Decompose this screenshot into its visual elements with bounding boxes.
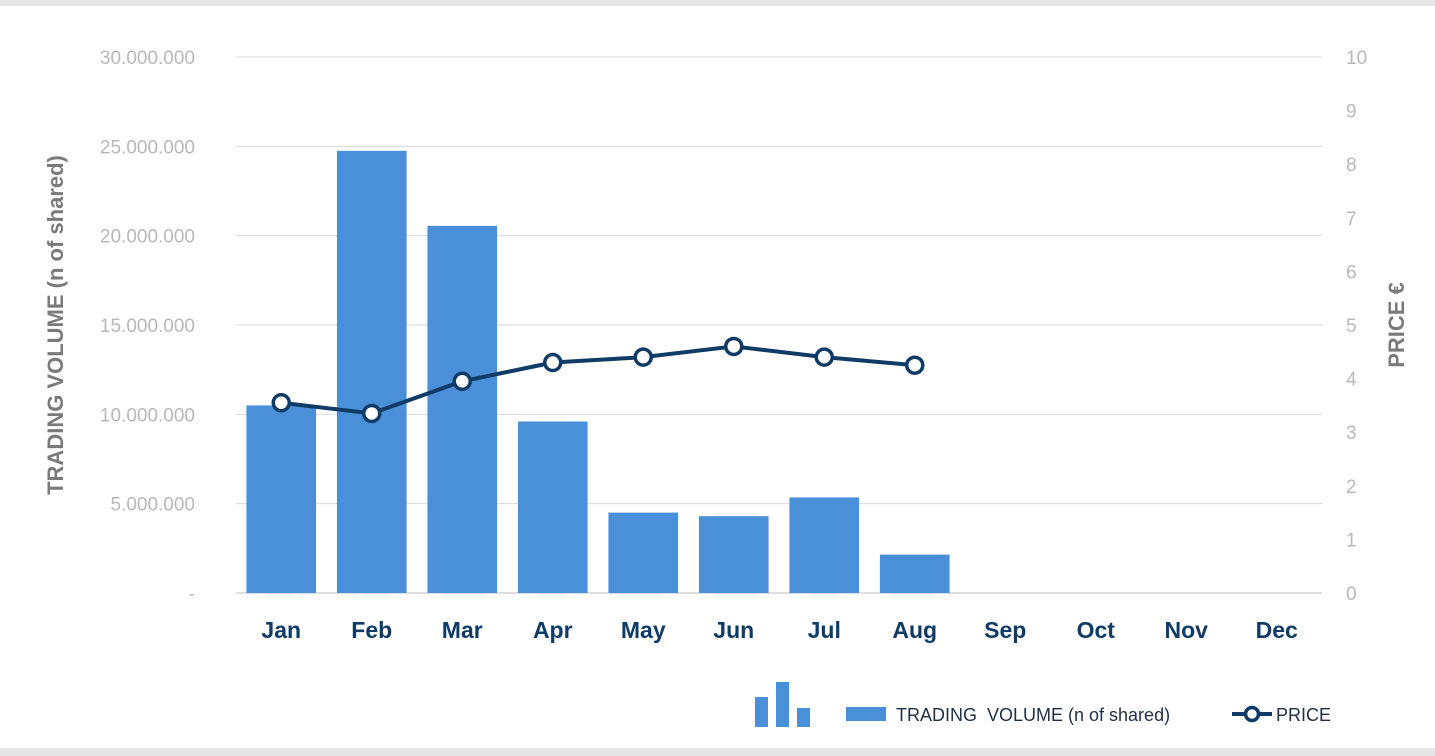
- x-tick-label: Aug: [892, 617, 937, 643]
- price-point: [271, 392, 291, 413]
- price-point: [452, 371, 472, 392]
- x-tick-label: Jun: [713, 617, 754, 643]
- volume-bar: [789, 497, 860, 593]
- right-tick-label: 3: [1346, 423, 1357, 444]
- volume-bar: [517, 421, 588, 593]
- right-tick-label: 7: [1346, 209, 1357, 230]
- volume-bar: [698, 516, 769, 593]
- left-tick-label: 15.000.000: [100, 316, 195, 337]
- gridlines: [236, 56, 1322, 594]
- price-point: [362, 403, 382, 424]
- left-axis-title: TRADING VOLUME (n of shared): [43, 155, 68, 495]
- volume-bar: [427, 225, 498, 593]
- left-tick-label: -: [189, 584, 195, 605]
- right-tick-label: 4: [1346, 370, 1357, 391]
- price-point: [543, 352, 563, 373]
- right-tick-label: 10: [1346, 48, 1367, 69]
- left-axis-ticks: - 5.000.000 10.000.000 15.000.000 20.000.000…: [100, 48, 195, 605]
- left-tick-label: 5.000.000: [110, 495, 195, 516]
- right-tick-label: 2: [1346, 477, 1357, 498]
- legend-price-swatch: [1232, 705, 1272, 723]
- legend-price-label: PRICE: [1276, 705, 1331, 725]
- right-tick-label: 6: [1346, 262, 1357, 283]
- top-border: [0, 0, 1435, 6]
- price-point: [724, 336, 744, 357]
- right-axis-ticks: 0 1 2 3 4 5 6 7 8 9 10: [1346, 48, 1367, 605]
- x-tick-label: Feb: [351, 617, 392, 643]
- x-tick-label: Jan: [261, 617, 301, 643]
- x-axis-ticks: Jan Feb Mar Apr May Jun Jul Aug Sep Oct Nov Dec: [261, 617, 1298, 643]
- price-series-line: [281, 344, 915, 416]
- x-tick-label: Sep: [984, 617, 1026, 643]
- volume-bars: [246, 150, 950, 594]
- x-tick-label: Jul: [808, 617, 841, 643]
- legend-volume-swatch: [846, 707, 886, 721]
- legend: TRADING VOLUME (n of shared) PRICE: [755, 682, 1331, 727]
- volume-bar: [336, 150, 407, 594]
- x-tick-label: Dec: [1256, 617, 1298, 643]
- left-tick-label: 25.000.000: [100, 137, 195, 158]
- x-tick-label: Oct: [1077, 617, 1116, 643]
- left-tick-label: 20.000.000: [100, 227, 195, 248]
- bar-chart-icon: [755, 682, 810, 727]
- x-tick-label: Mar: [442, 617, 483, 643]
- price-point: [633, 347, 653, 367]
- price-point: [814, 347, 834, 367]
- right-axis-title: PRICE €: [1384, 282, 1409, 368]
- x-tick-label: Apr: [533, 617, 573, 643]
- x-tick-label: Nov: [1165, 617, 1209, 643]
- volume-bar: [879, 554, 950, 593]
- left-tick-label: 30.000.000: [100, 48, 195, 69]
- volume-bar: [246, 405, 317, 593]
- left-tick-label: 10.000.000: [100, 405, 195, 426]
- price-line: [271, 336, 925, 424]
- right-tick-label: 8: [1346, 155, 1357, 176]
- right-tick-label: 5: [1346, 316, 1357, 337]
- volume-bar: [608, 512, 679, 593]
- legend-volume-label: TRADING VOLUME (n of shared): [896, 705, 1170, 725]
- x-tick-label: May: [621, 617, 666, 643]
- right-tick-label: 0: [1346, 584, 1357, 605]
- bottom-border: [0, 748, 1435, 756]
- right-tick-label: 1: [1346, 530, 1357, 551]
- right-tick-label: 9: [1346, 102, 1357, 123]
- price-point: [905, 355, 925, 375]
